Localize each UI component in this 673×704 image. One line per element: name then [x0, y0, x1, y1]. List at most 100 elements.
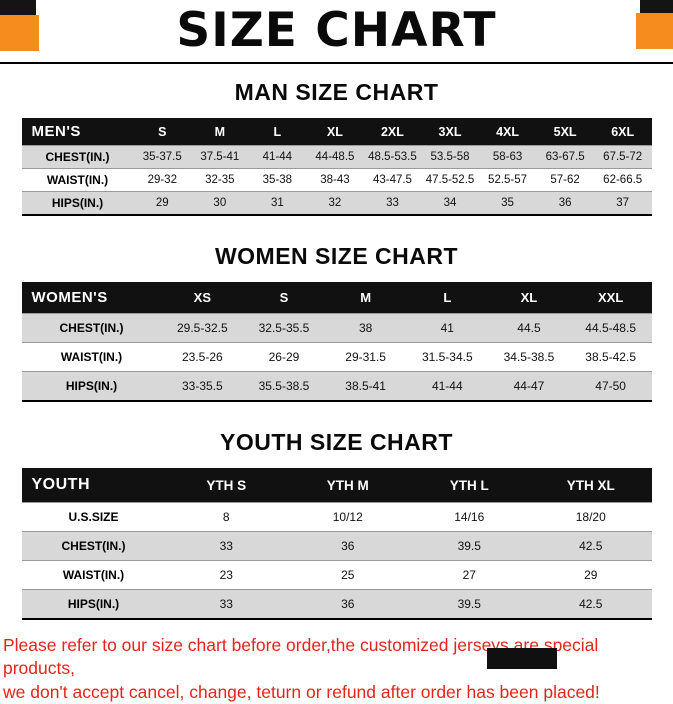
size-value-cell: 62-66.5: [603, 174, 643, 186]
jersey-corner-top-right-black-icon: [640, 0, 673, 13]
size-column-header: 4XL: [478, 118, 537, 146]
bottom-right-black-block-icon: [487, 648, 557, 669]
size-value-cell: 35: [501, 197, 514, 209]
row-label: HIPS(IN.): [67, 597, 120, 611]
size-column-header: 5XL: [536, 118, 594, 146]
women-size-chart-heading: WOMEN SIZE CHART: [214, 243, 459, 269]
table-title-cell: MEN'S: [21, 118, 134, 146]
size-value-cell: 23: [219, 568, 233, 582]
table-row: CHEST(IN.) 29.5-32.5 32.5-35.5 38 41 44.5 44.5…: [21, 313, 652, 343]
table-row: HIPS(IN.) 33 36 39.5 42.5: [21, 589, 652, 619]
size-value-cell: 32.5-35.5: [258, 321, 310, 335]
size-value-cell: 32-35: [205, 174, 235, 186]
women-size-chart-section: WOMEN SIZE CHART WOMEN'S XS S M L XL XXL CHEST(…: [0, 243, 673, 402]
size-value-cell: 35.5-38.5: [258, 379, 310, 393]
size-column-header: M: [324, 282, 407, 314]
row-label: CHEST(IN.): [45, 150, 110, 164]
jersey-corner-top-left-black-icon: [0, 0, 36, 15]
size-column-header: 2XL: [363, 118, 422, 146]
row-label: WAIST(IN.): [60, 350, 123, 364]
size-value-cell: 41-44: [262, 151, 293, 163]
size-value-cell: 47.5-52.5: [425, 174, 475, 186]
youth-size-chart-heading: YOUTH SIZE CHART: [220, 429, 453, 455]
size-column-header: S: [243, 282, 325, 314]
size-column-header: 3XL: [421, 118, 479, 146]
size-value-cell: 26-29: [268, 350, 300, 364]
youth-size-table: YOUTH YTH S YTH M YTH L YTH XL U.S.SIZE 8 10/12…: [21, 468, 652, 620]
size-value-cell: 44.5-48.5: [585, 321, 636, 335]
footer-line-2: we don't accept cancel, change, teturn o…: [3, 681, 600, 702]
table-header-row: YOUTH YTH S YTH M YTH L YTH XL: [21, 468, 652, 503]
page-title: SIZE CHART: [176, 3, 497, 58]
row-label: HIPS(IN.): [51, 196, 104, 210]
size-column-header: YTH L: [408, 468, 530, 503]
size-value-cell: 31.5-34.5: [421, 350, 473, 364]
row-label: WAIST(IN.): [62, 568, 125, 582]
size-value-cell: 18/20: [575, 510, 606, 524]
size-value-cell: 52.5-57: [488, 174, 528, 186]
size-column-header: 6XL: [593, 118, 652, 146]
man-size-chart-heading: MAN SIZE CHART: [234, 79, 439, 105]
size-value-cell: 33: [219, 597, 233, 611]
size-value-cell: 57-62: [550, 174, 580, 186]
size-value-cell: 34: [443, 197, 457, 209]
table-row: WAIST(IN.) 29-32 32-35 35-38 38-43 43-47.5 47.…: [21, 168, 652, 192]
size-value-cell: 39.5: [457, 539, 481, 553]
size-column-header: YTH XL: [530, 468, 652, 503]
size-column-header: YTH S: [165, 468, 287, 503]
size-value-cell: 37: [616, 197, 630, 209]
size-column-header: S: [133, 118, 192, 146]
size-value-cell: 38-43: [320, 174, 350, 186]
table-row: HIPS(IN.) 33-35.5 35.5-38.5 38.5-41 41-44 44-…: [21, 371, 652, 401]
size-value-cell: 29: [584, 568, 598, 582]
size-value-cell: 38: [358, 321, 373, 335]
table-row: WAIST(IN.) 23 25 27 29: [21, 560, 652, 590]
row-label: WAIST(IN.): [46, 173, 109, 187]
size-column-header: XL: [488, 282, 570, 314]
size-value-cell: 29.5-32.5: [176, 321, 228, 335]
size-value-cell: 10/12: [332, 510, 363, 524]
size-value-cell: 36: [341, 597, 355, 611]
size-value-cell: 14/16: [454, 510, 485, 524]
jersey-corner-top-left-orange-icon: [0, 15, 39, 51]
row-label: HIPS(IN.): [65, 379, 118, 393]
women-size-table: WOMEN'S XS S M L XL XXL CHEST(IN.) 29.5-32.5 32.5…: [21, 282, 652, 402]
size-value-cell: 44.5: [517, 321, 541, 335]
size-value-cell: 36: [558, 197, 572, 209]
table-row: WAIST(IN.) 23.5-26 26-29 29-31.5 31.5-34.5 34…: [21, 342, 652, 372]
size-value-cell: 41-44: [431, 379, 463, 393]
size-value-cell: 42.5: [579, 539, 603, 553]
size-value-cell: 30: [213, 197, 227, 209]
size-value-cell: 36: [341, 539, 355, 553]
size-column-header: XS: [161, 282, 244, 314]
size-column-header: L: [248, 118, 307, 146]
size-value-cell: 39.5: [457, 597, 481, 611]
table-header-row: MEN'S S M L XL 2XL 3XL 4XL 5XL 6XL: [21, 118, 652, 146]
jersey-corner-top-right-orange-icon: [636, 13, 673, 49]
size-value-cell: 47-50: [595, 379, 626, 393]
size-value-cell: 29-32: [147, 174, 177, 186]
table-row: U.S.SIZE 8 10/12 14/16 18/20: [21, 502, 652, 532]
table-row: CHEST(IN.) 33 36 39.5 42.5: [21, 531, 652, 561]
size-column-header: M: [191, 118, 249, 146]
row-label: CHEST(IN.): [61, 539, 126, 553]
size-value-cell: 44-47: [513, 379, 545, 393]
table-title-cell: WOMEN'S: [21, 282, 162, 314]
size-value-cell: 41: [440, 321, 454, 335]
size-column-header: XL: [306, 118, 364, 146]
size-value-cell: 8: [222, 510, 230, 524]
youth-size-chart-section: YOUTH SIZE CHART YOUTH YTH S YTH M YTH L YTH…: [0, 429, 673, 620]
row-label: CHEST(IN.): [59, 321, 124, 335]
size-value-cell: 33: [219, 539, 233, 553]
size-column-header: YTH M: [287, 468, 409, 503]
table-title-cell: YOUTH: [21, 468, 166, 503]
size-value-cell: 23.5-26: [181, 350, 223, 364]
table-header-row: WOMEN'S XS S M L XL XXL: [21, 282, 652, 314]
size-value-cell: 53.5-58: [430, 151, 470, 163]
size-value-cell: 44-48.5: [315, 151, 355, 163]
man-size-chart-section: MAN SIZE CHART MEN'S S M L XL 2XL 3XL 4XL 5XL 6XL…: [0, 79, 673, 216]
size-value-cell: 35-38: [262, 174, 293, 186]
size-value-cell: 29-31.5: [345, 350, 386, 364]
row-label: U.S.SIZE: [68, 510, 119, 524]
